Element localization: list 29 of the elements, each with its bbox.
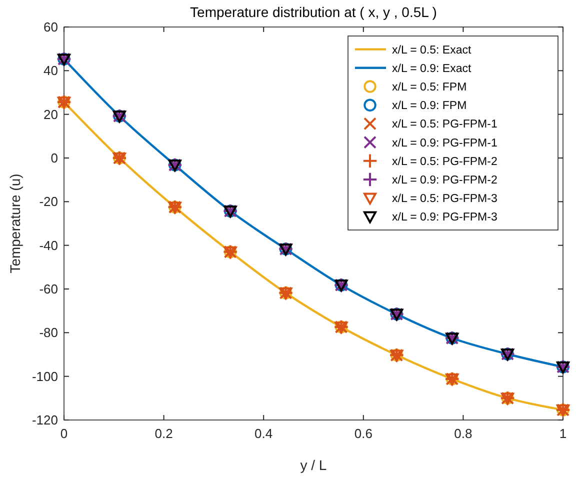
y-tick-label: -100 bbox=[32, 368, 58, 384]
y-tick-label: 20 bbox=[44, 106, 58, 122]
legend-label: x/L = 0.5: FPM bbox=[392, 82, 467, 94]
y-axis-title: Temperature (u) bbox=[7, 174, 23, 274]
x-tick-label: 0.8 bbox=[454, 426, 472, 441]
y-tick-label: -120 bbox=[32, 412, 58, 428]
legend-label: x/L = 0.5: PG-FPM-2 bbox=[392, 156, 498, 168]
y-tick-label: -20 bbox=[39, 194, 58, 210]
legend-label: x/L = 0.9: FPM bbox=[392, 100, 467, 112]
legend-label: x/L = 0.5: Exact bbox=[392, 44, 472, 56]
legend-label: x/L = 0.9: PG-FPM-1 bbox=[392, 137, 498, 150]
legend-label: x/L = 0.9: PG-FPM-2 bbox=[392, 174, 498, 187]
y-tick-label: -60 bbox=[39, 282, 58, 297]
x-axis-title: y / L bbox=[300, 457, 327, 473]
y-tick-label: 40 bbox=[44, 63, 58, 78]
y-tick-label: -40 bbox=[39, 238, 58, 253]
legend-label: x/L = 0.9: PG-FPM-3 bbox=[392, 212, 498, 224]
legend-label: x/L = 0.9: Exact bbox=[392, 62, 472, 75]
x-tick-label: 0.2 bbox=[154, 426, 173, 441]
y-tick-label: -80 bbox=[39, 325, 58, 340]
chart-title: Temperature distribution at ( x, y , 0.5L ) bbox=[190, 4, 437, 20]
y-tick-label: 0 bbox=[50, 150, 58, 166]
y-tick-label: 60 bbox=[44, 20, 58, 35]
x-tick-label: 0 bbox=[60, 426, 68, 441]
x-tick-label: 0.6 bbox=[354, 426, 372, 441]
x-tick-label: 1 bbox=[559, 426, 567, 441]
legend-label: x/L = 0.5: PG-FPM-3 bbox=[392, 193, 498, 206]
x-tick-label: 0.4 bbox=[254, 426, 273, 441]
legend-label: x/L = 0.5: PG-FPM-1 bbox=[392, 118, 498, 131]
